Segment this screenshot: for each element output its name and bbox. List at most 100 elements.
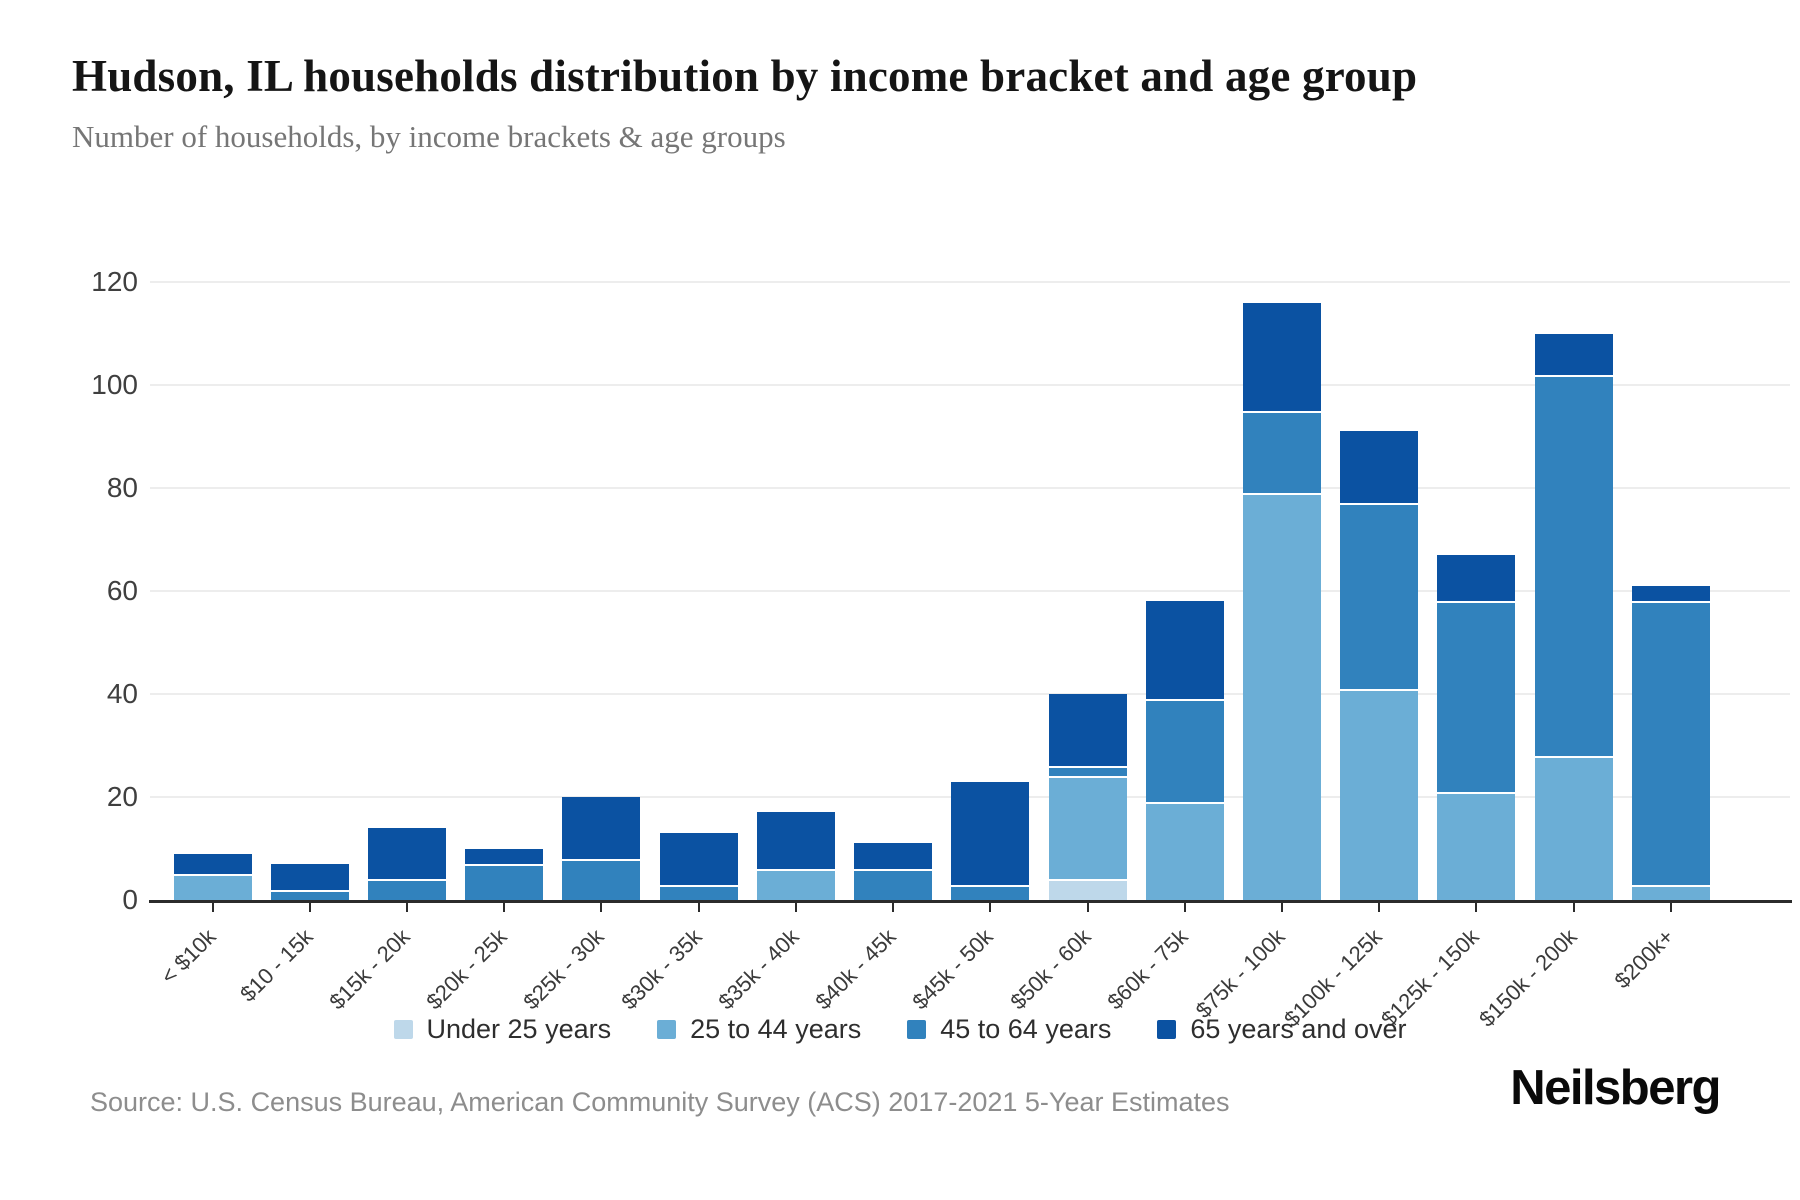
x-axis-tick: [1378, 903, 1381, 912]
gridline: [150, 281, 1790, 283]
bar-segment: [854, 869, 933, 900]
legend-swatch: [907, 1020, 927, 1039]
bar-segment: [1631, 585, 1710, 602]
stacked-bar: [173, 853, 252, 900]
neilsberg-logo: Neilsberg: [1510, 1061, 1721, 1115]
bar-segment: [465, 848, 544, 864]
stacked-bar: [1048, 694, 1127, 900]
x-axis-tick: [697, 903, 700, 912]
x-axis-tick: [1281, 903, 1284, 912]
bar-segment: [173, 853, 252, 875]
bar-segment: [270, 863, 349, 890]
bar-segment: [173, 874, 252, 900]
bar-segment: [562, 797, 641, 859]
stacked-bar: [465, 848, 544, 900]
bar-segment: [1437, 554, 1516, 602]
gridline: [150, 487, 1790, 489]
x-axis-tick: [405, 903, 408, 912]
stacked-bar: [1631, 585, 1710, 900]
bar-segment: [1048, 766, 1127, 777]
bar-segment: [1340, 688, 1419, 900]
stacked-bar: [270, 863, 349, 900]
bar-segment: [756, 812, 835, 870]
x-axis-tick: [989, 903, 992, 912]
page-subtitle: Number of households, by income brackets…: [72, 119, 786, 154]
bar-segment: [1243, 410, 1322, 494]
bar-segment: [1243, 493, 1322, 900]
bar-segment: [1534, 333, 1613, 375]
bar-segment: [1534, 755, 1613, 900]
gridline: [150, 693, 1790, 695]
y-axis-tick-label: 0: [122, 884, 138, 915]
bar-segment: [659, 884, 738, 900]
bar-segment: [465, 863, 544, 900]
bar-segment: [562, 858, 641, 900]
bar-segment: [367, 879, 446, 900]
bar-segment: [367, 827, 446, 880]
bar-segment: [1437, 601, 1516, 792]
legend-swatch: [1157, 1020, 1177, 1039]
bar-segment: [659, 833, 738, 885]
legend-label: Under 25 years: [426, 1014, 612, 1044]
stacked-bar: [951, 781, 1030, 900]
bar-segment: [1048, 776, 1127, 880]
source-text: Source: U.S. Census Bureau, American Com…: [90, 1087, 1230, 1117]
x-axis-tick: [1183, 903, 1186, 912]
bar-segment: [1534, 374, 1613, 756]
legend-item: 25 to 44 years: [657, 1014, 861, 1045]
y-axis-tick-label: 60: [106, 575, 138, 606]
bar-segment: [1340, 503, 1419, 689]
stacked-bar: [562, 797, 641, 900]
bar-segment: [1437, 791, 1516, 900]
x-axis-tick: [1086, 903, 1089, 912]
x-axis-tick: [1572, 903, 1575, 912]
bar-segment: [951, 781, 1030, 885]
stacked-bar: [1145, 601, 1224, 900]
bar-segment: [1631, 884, 1710, 900]
bar-segment: [951, 884, 1030, 900]
x-axis-tick: [211, 903, 214, 912]
bar-segment: [1243, 302, 1322, 411]
stacked-bar: [367, 827, 446, 900]
y-axis-tick-label: 80: [106, 472, 138, 503]
x-axis-tick: [308, 903, 311, 912]
legend-label: 45 to 64 years: [940, 1014, 1112, 1044]
legend: Under 25 years 25 to 44 years 45 to 64 yea…: [0, 1014, 1800, 1045]
legend-label: 65 years and over: [1190, 1014, 1407, 1044]
x-axis-line: [149, 900, 1792, 903]
gridline: [150, 590, 1790, 592]
bar-segment: [1145, 699, 1224, 803]
y-axis-tick-label: 40: [106, 678, 138, 709]
y-axis-tick-label: 100: [91, 369, 138, 400]
x-axis-tick: [892, 903, 895, 912]
x-axis-tick: [503, 903, 506, 912]
legend-label: 25 to 44 years: [690, 1014, 862, 1044]
bar-segment: [1145, 601, 1224, 700]
bar-segment: [1048, 879, 1127, 900]
stacked-bar: [854, 843, 933, 900]
gridline: [150, 384, 1790, 386]
y-axis-tick-label: 120: [91, 266, 138, 297]
x-axis-tick: [794, 903, 797, 912]
bar-segment: [1631, 601, 1710, 885]
stacked-bar: [659, 833, 738, 900]
legend-swatch: [657, 1020, 677, 1039]
legend-swatch: [393, 1020, 413, 1039]
stacked-bar: [1534, 333, 1613, 900]
legend-item: Under 25 years: [393, 1014, 612, 1045]
stacked-bar: [1437, 554, 1516, 900]
legend-item: 45 to 64 years: [907, 1014, 1111, 1045]
bar-segment: [1145, 802, 1224, 900]
bar-segment: [1048, 694, 1127, 767]
legend-item: 65 years and over: [1157, 1014, 1407, 1045]
stacked-bar: [1243, 302, 1322, 900]
bar-segment: [1340, 431, 1419, 504]
x-axis-tick: [600, 903, 603, 912]
x-axis-tick: [1669, 903, 1672, 912]
bar-segment: [756, 869, 835, 900]
bar-segment: [854, 843, 933, 870]
x-axis-tick: [1475, 903, 1478, 912]
y-axis-tick-label: 20: [106, 781, 138, 812]
